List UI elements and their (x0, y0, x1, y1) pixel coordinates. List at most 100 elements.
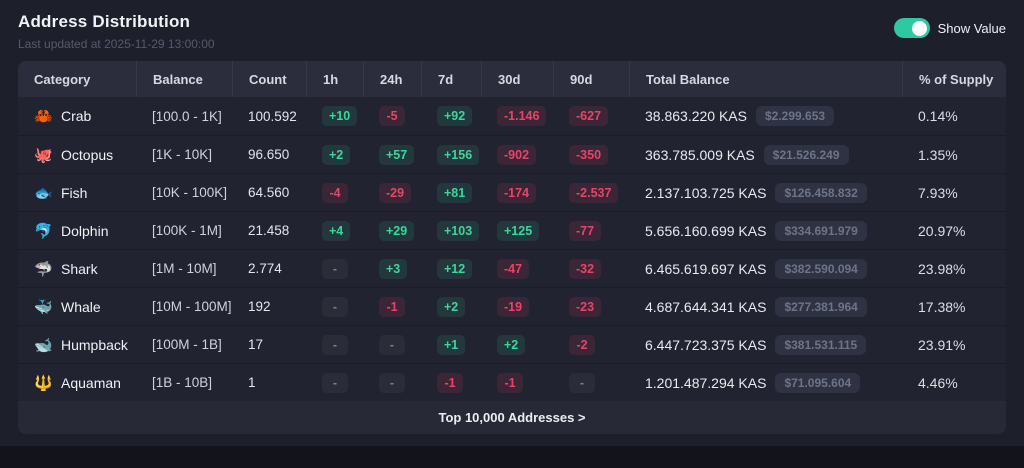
change-cell-1h: - (306, 258, 363, 279)
supply-percent-cell: 23.98% (918, 260, 966, 277)
change-cell-7d: +103 (421, 220, 481, 241)
table-row: 🦀 Crab [100.0 - 1K] 100.592 +10 -5 +92 -1.146 -6… (18, 97, 1006, 135)
kas-value: 6.465.619.697 KAS (645, 260, 767, 277)
crab-icon: 🦀 (34, 108, 53, 125)
column-header-7d: 7d (421, 61, 481, 97)
category-label: Fish (61, 184, 88, 201)
change-cell-90d: -77 (553, 220, 629, 241)
category-cell: 🦈 Shark (18, 260, 136, 278)
balance-cell: [1K - 10K] (152, 147, 213, 162)
change-badge-24h: -1 (379, 296, 405, 317)
change-badge-7d: +92 (437, 106, 473, 126)
show-value-toggle[interactable] (893, 18, 930, 38)
balance-cell: [100M - 1B] (152, 337, 222, 352)
bottom-strip (0, 446, 1024, 468)
fish-icon: 🐟 (34, 184, 53, 202)
column-header-category: Category (34, 71, 91, 87)
total-balance-cell: 6.447.723.375 KAS $381.531.115 (629, 334, 902, 355)
balance-cell: [10K - 100K] (152, 185, 228, 200)
change-badge-24h: - (379, 334, 405, 355)
column-header-count: Count (232, 61, 306, 97)
column-header-balance: Balance (136, 61, 232, 97)
total-balance-cell: 38.863.220 KAS $2.299.653 (629, 106, 902, 126)
count-cell: 1 (248, 375, 256, 390)
column-header-24h: 24h (363, 61, 421, 97)
change-badge-24h: +29 (379, 220, 415, 241)
table-row: 🔱 Aquaman [1B - 10B] 1 - - -1 -1 - 1.201.487.294 … (18, 363, 1006, 401)
change-cell-24h: - (363, 372, 421, 393)
count-cell: 192 (248, 299, 271, 314)
usd-value-badge: $21.526.249 (763, 144, 849, 165)
change-cell-7d: +2 (421, 296, 481, 317)
total-balance-cell: 4.687.644.341 KAS $277.381.964 (629, 296, 902, 317)
supply-percent-cell: 17.38% (918, 298, 966, 315)
change-badge-90d: -2 (569, 334, 595, 355)
usd-value-badge: $71.095.604 (775, 372, 861, 393)
column-header-total-balance: Total Balance (629, 61, 902, 97)
change-cell-30d: +125 (481, 220, 553, 241)
change-cell-30d: -47 (481, 258, 553, 279)
change-cell-24h: - (363, 334, 421, 355)
change-cell-90d: -23 (553, 296, 629, 317)
change-cell-30d: -1 (481, 372, 553, 393)
change-badge-7d: +81 (437, 182, 473, 203)
balance-cell: [1B - 10B] (152, 375, 213, 390)
usd-value-badge: $126.458.832 (775, 182, 867, 203)
change-cell-1h: - (306, 372, 363, 393)
humpback-icon: 🐋 (34, 336, 53, 354)
title-block: Address Distribution Last updated at 202… (18, 12, 215, 51)
change-cell-24h: -1 (363, 296, 421, 317)
change-cell-1h: +2 (306, 144, 363, 165)
total-balance-cell: 1.201.487.294 KAS $71.095.604 (629, 372, 902, 393)
usd-value-badge: $381.531.115 (775, 334, 867, 355)
column-header-90d: 90d (553, 61, 629, 97)
change-cell-24h: +29 (363, 220, 421, 241)
table-row: 🐟 Fish [10K - 100K] 64.560 -4 -29 +81 -174 -2.53… (18, 173, 1006, 211)
kas-value: 6.447.723.375 KAS (645, 336, 767, 353)
category-label: Aquaman (61, 374, 121, 391)
octopus-icon: 🐙 (34, 146, 53, 164)
change-cell-90d: -32 (553, 258, 629, 279)
category-cell: 🔱 Aquaman (18, 374, 136, 392)
category-label: Dolphin (61, 222, 109, 239)
change-cell-24h: +57 (363, 144, 421, 165)
change-badge-1h: +4 (322, 220, 351, 241)
toggle-label: Show Value (937, 20, 1006, 36)
kas-value: 4.687.644.341 KAS (645, 298, 767, 315)
change-badge-90d: -627 (569, 106, 609, 126)
change-badge-30d: +2 (497, 334, 526, 355)
category-cell: 🐋 Humpback (18, 336, 136, 354)
kas-value: 5.656.160.699 KAS (645, 222, 767, 239)
change-badge-7d: +12 (437, 258, 473, 279)
change-cell-7d: +92 (421, 106, 481, 126)
change-cell-90d: -627 (553, 106, 629, 126)
usd-value-badge: $382.590.094 (775, 258, 867, 279)
change-cell-1h: - (306, 334, 363, 355)
change-badge-24h: -29 (379, 182, 412, 203)
page-title: Address Distribution (18, 12, 191, 31)
change-badge-1h: - (322, 334, 348, 355)
total-balance-cell: 5.656.160.699 KAS $334.691.979 (629, 220, 902, 241)
supply-percent-cell: 7.93% (918, 184, 958, 201)
change-cell-1h: - (306, 296, 363, 317)
table-body: 🦀 Crab [100.0 - 1K] 100.592 +10 -5 +92 -1.146 -6… (18, 97, 1006, 401)
table-row: 🐳 Whale [10M - 100M] 192 - -1 +2 -19 -23 4.687.64… (18, 287, 1006, 325)
top-addresses-link[interactable]: Top 10,000 Addresses > (18, 401, 1006, 434)
aquaman-icon: 🔱 (34, 374, 53, 392)
change-badge-30d: -1 (497, 372, 523, 393)
change-cell-1h: +10 (306, 106, 363, 126)
change-cell-24h: -5 (363, 106, 421, 126)
column-header--of-supply: % of Supply (902, 61, 1006, 97)
change-cell-1h: +4 (306, 220, 363, 241)
category-cell: 🐟 Fish (18, 184, 136, 202)
change-badge-1h: - (322, 296, 348, 317)
page-header: Address Distribution Last updated at 202… (0, 0, 1024, 61)
change-badge-30d: -902 (497, 144, 537, 165)
column-header-30d: 30d (481, 61, 553, 97)
change-cell-90d: - (553, 372, 629, 393)
last-updated-text: Last updated at 2025-11-29 13:00:00 (18, 37, 215, 51)
table-row: 🐋 Humpback [100M - 1B] 17 - - +1 +2 -2 6.447.723.… (18, 325, 1006, 363)
supply-percent-cell: 4.46% (918, 374, 958, 391)
table-row: 🐬 Dolphin [100K - 1M] 21.458 +4 +29 +103 +125 -7… (18, 211, 1006, 249)
change-badge-30d: -1.146 (497, 106, 547, 126)
